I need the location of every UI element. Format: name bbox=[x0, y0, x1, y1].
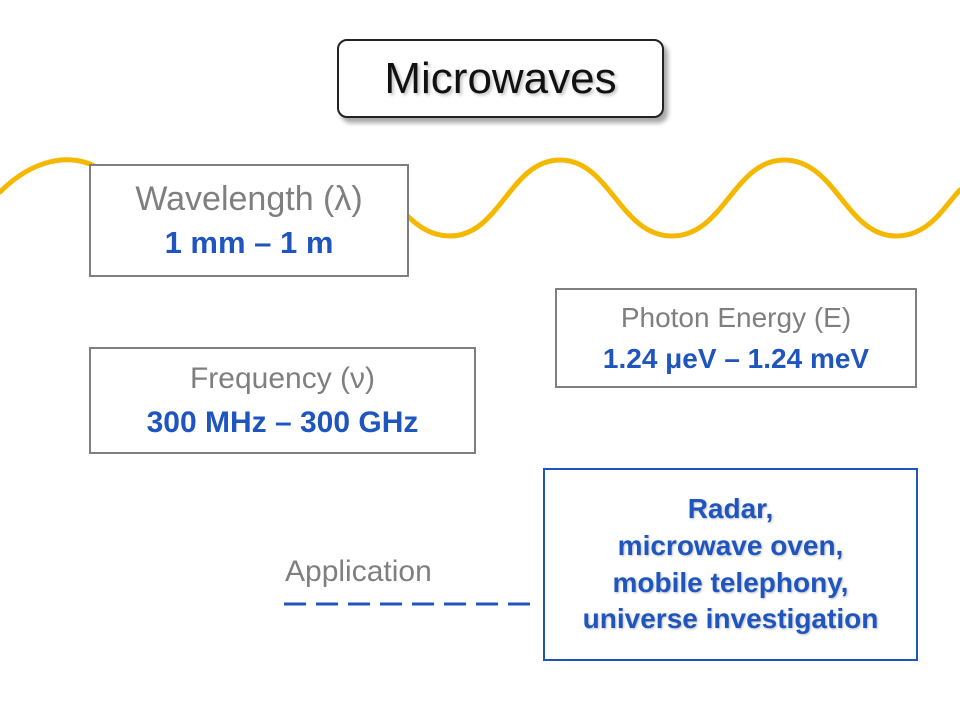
photon-energy-label: Photon Energy (E) bbox=[620, 302, 852, 333]
photon-energy-box: Photon Energy (E) 1.24 μeV – 1.24 meV bbox=[555, 288, 917, 388]
frequency-box: Frequency (ν) 300 MHz – 300 GHz bbox=[89, 347, 476, 454]
application-item-universe-investigation: universe investigation bbox=[582, 603, 879, 635]
photon-energy-value: 1.24 μeV – 1.24 meV bbox=[602, 343, 870, 374]
application-item-microwave-oven: microwave oven, bbox=[617, 529, 844, 561]
frequency-label: Frequency (ν) bbox=[189, 362, 376, 395]
frequency-value: 300 MHz – 300 GHz bbox=[146, 405, 419, 439]
wavelength-box: Wavelength (λ) 1 mm – 1 m bbox=[89, 164, 409, 277]
application-box: Radar, microwave oven, mobile telephony,… bbox=[543, 468, 918, 661]
application-item-radar: Radar, bbox=[687, 492, 774, 524]
application-dashed-connector bbox=[284, 602, 538, 606]
application-item-mobile-telephony: mobile telephony, bbox=[612, 566, 849, 598]
title-box: Microwaves bbox=[337, 39, 664, 118]
wavelength-label: Wavelength (λ) bbox=[135, 179, 363, 218]
page-title: Microwaves bbox=[384, 53, 617, 103]
wavelength-value: 1 mm – 1 m bbox=[164, 225, 334, 261]
application-label: Application bbox=[285, 555, 432, 588]
